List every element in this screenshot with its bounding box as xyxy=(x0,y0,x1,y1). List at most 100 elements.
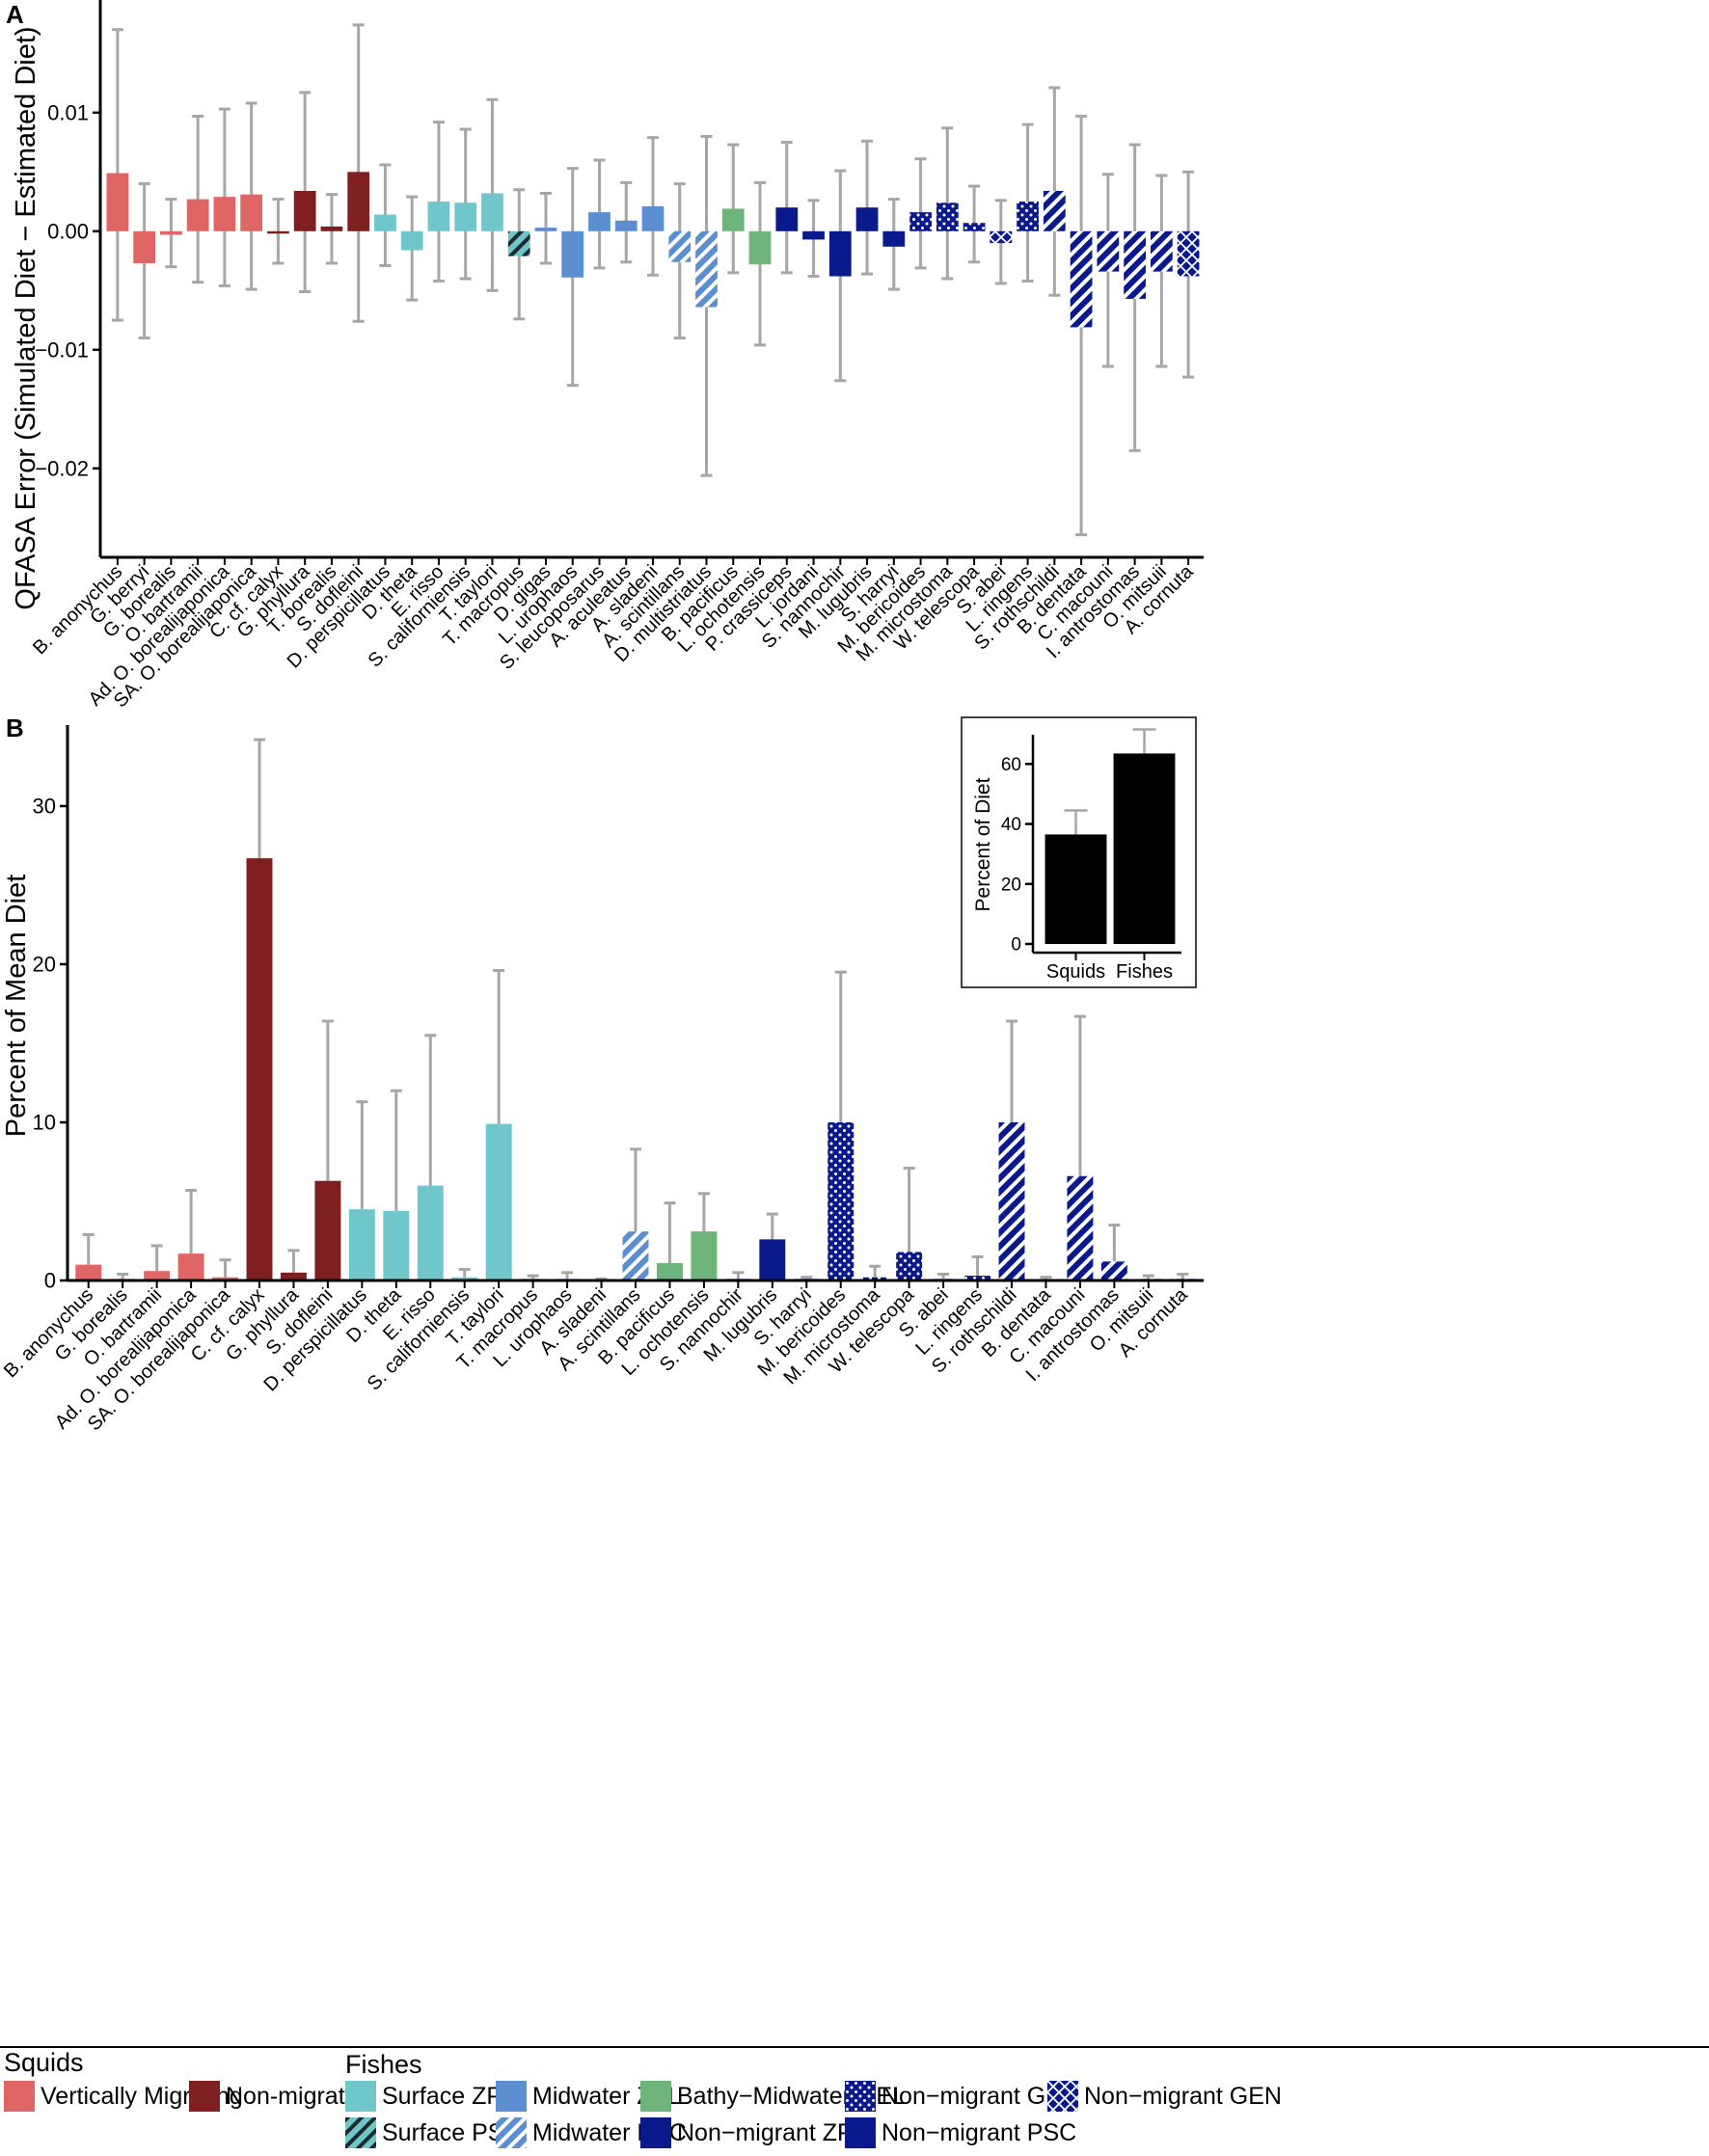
panel-a-bar-s-dofleini xyxy=(347,172,370,231)
panel-b-bar-s-dofleini xyxy=(314,1180,341,1280)
panel-a-bar-a-cornuta xyxy=(1177,230,1200,277)
panel-b-error-bar-d-theta xyxy=(390,1089,402,1211)
panel-b-bar-a-scintillans xyxy=(622,1231,649,1280)
panel-a-bar-g-borealis xyxy=(160,230,182,235)
panel-b-bar-l-ochotensis xyxy=(691,1231,718,1280)
panel-a-bar-g-phyllura xyxy=(293,190,316,231)
panel-b-error-bar-s-nannochir xyxy=(732,1271,745,1280)
panel-b-error-bar-g-borealis xyxy=(117,1272,129,1280)
panel-a-bar-g-berryi xyxy=(133,230,156,264)
panel-b-bar-d-theta xyxy=(383,1210,410,1280)
legend-swatch-surface-zpl xyxy=(345,2081,376,2112)
inset-error-bar-squids xyxy=(1064,809,1088,835)
panel-a-bar-m-microstoma xyxy=(936,202,959,231)
inset-x-tick-label: Squids xyxy=(1046,961,1105,983)
legend-swatch-midwater-zpl xyxy=(496,2081,527,2112)
panel-a-bar-d-theta xyxy=(400,230,423,251)
panel-b-bar-s-californiensis xyxy=(451,1277,478,1280)
panel-b-bar-i-antrostomas xyxy=(1100,1261,1127,1280)
panel-a-bar-d-gigas xyxy=(534,228,557,231)
panel-a-bar-m-lugubris xyxy=(855,207,879,231)
panel-a-bar-sa-o-borealijaponica xyxy=(240,194,263,231)
panel-a-bar-b-pacificus xyxy=(721,208,745,231)
legend-swatch-midwater-psc xyxy=(496,2117,527,2148)
panel-a-bar-s-harryi xyxy=(882,230,906,247)
panel-b-bar-m-microstoma xyxy=(861,1277,888,1280)
legend-label-non-migrant-gen: Non−migrant GEN xyxy=(1084,2082,1282,2110)
panel-b-bar-ad-o-borealijaponica xyxy=(177,1253,204,1280)
panel-a-bar-c-cf-calyx xyxy=(267,230,289,234)
panel-a-bar-l-ochotensis xyxy=(748,230,772,265)
panel-b-bar-w-telescopa xyxy=(896,1252,923,1280)
legend-swatch-non-migrating xyxy=(189,2081,220,2112)
panel-b-error-bar-s-californiensis xyxy=(458,1268,471,1278)
panel-b-error-bar-w-telescopa xyxy=(903,1167,915,1253)
panel-a-y-ticks: 0.01 0.00 −0.01 −0.02 xyxy=(35,101,100,480)
inset-y-tick-label: 60 xyxy=(1001,755,1021,775)
panel-b-error-bar-c-macouni xyxy=(1073,1014,1086,1176)
panel-b-y-axis-title: Percent of Mean Diet xyxy=(1,875,32,1137)
panel-a-bar-s-nannochir xyxy=(828,230,852,277)
panel-b-bar-b-pacificus xyxy=(656,1262,683,1280)
panel-b-error-bar-l-ringens xyxy=(971,1254,984,1277)
panel-a-error-bars xyxy=(111,23,1195,537)
legend-label-non-migrant-zpl: Non−migrant ZPL xyxy=(677,2118,867,2146)
panel-b-label: B xyxy=(6,714,24,742)
panel-b-error-bar-d-perspicillatus xyxy=(356,1100,368,1210)
inset-y-axis-title: Percent of Diet xyxy=(972,777,994,911)
panel-a-label: A xyxy=(6,0,24,29)
panel-a-bar-a-scintillans xyxy=(668,230,692,262)
panel-b-error-bar-e-risso xyxy=(424,1034,437,1186)
panel-a-bar-p-crassiceps xyxy=(775,207,799,231)
panel-b-error-bar-m-bericoides xyxy=(834,970,847,1122)
panel-b-bar-sa-o-borealijaponica xyxy=(212,1277,239,1280)
figure: A QFASA Error (Simulated Diet − Estimate… xyxy=(0,0,1204,1435)
panel-b-bar-m-bericoides xyxy=(827,1122,854,1280)
panel-b-y-tick-label: 30 xyxy=(33,795,56,819)
legend-item-non-migrant-gen: Non−migrant GEN xyxy=(1047,2081,1282,2112)
panel-a-bar-s-rothschildi xyxy=(1043,190,1066,231)
panel-a-error-bar-c-cf-calyx xyxy=(272,198,285,265)
panel-a-y-tick-label: 0.01 xyxy=(47,101,89,125)
panel-a-bar-t-borealis xyxy=(320,226,343,231)
inset-y-tick-label: 0 xyxy=(1011,935,1021,956)
panel-b-bar-b-anonychus xyxy=(75,1264,102,1280)
panel-a-y-tick-label: −0.02 xyxy=(35,456,89,480)
panel-b-y-tick-label: 20 xyxy=(33,953,56,977)
legend-item-non-migrant-psc: Non−migrant PSC xyxy=(845,2117,1076,2148)
inset-bar-squids xyxy=(1044,834,1107,944)
panel-a-bar-c-macouni xyxy=(1097,230,1120,272)
inset-y-ticks: 0 20 40 60 xyxy=(1001,755,1033,956)
panel-a-y-tick-label: −0.01 xyxy=(35,337,89,362)
panel-a-bar-s-californiensis xyxy=(454,202,477,231)
panel-b-error-bar-ad-o-borealijaponica xyxy=(185,1189,198,1254)
panel-a-bar-t-taylori xyxy=(481,193,503,231)
inset-error-bar-fishes xyxy=(1132,728,1156,754)
panel-b-bar-m-lugubris xyxy=(759,1239,786,1280)
panel-a-y-axis-title: QFASA Error (Simulated Diet − Estimated … xyxy=(11,26,41,609)
legend-label-non-migrant-gel: Non−migrant GEL xyxy=(882,2082,1075,2110)
legend-swatch-non-migrant-gen xyxy=(1047,2081,1078,2112)
inset-x-tick-labels: Squids Fishes xyxy=(1046,953,1173,983)
panel-b-error-bar-l-urophaos xyxy=(561,1271,574,1280)
panel-a-y-tick-label: 0.00 xyxy=(47,220,89,244)
panel-a-bar-d-perspicillatus xyxy=(374,214,396,231)
legend-fishes-title: Fishes xyxy=(345,2050,422,2079)
legend-item-non-migrant-gel: Non−migrant GEL xyxy=(845,2081,1075,2112)
panel-b-error-bar-s-rothschildi xyxy=(1006,1019,1017,1122)
panel-b-inset: Percent of Diet 0 20 40 60 Squids Fishes xyxy=(961,716,1197,988)
legend-swatch-surface-psc xyxy=(345,2117,376,2148)
legend-swatch-non-migrant-psc xyxy=(845,2117,876,2148)
panel-a-bar-a-sladeni xyxy=(641,205,665,231)
panel-b-y-ticks: 0 10 20 30 xyxy=(33,795,68,1293)
panel-b: B Percent of Mean Diet 0 10 20 30 B. anonyc… xyxy=(0,714,1204,1435)
panel-b-error-bar-m-lugubris xyxy=(766,1212,778,1240)
panel-b-error-bar-s-dofleini xyxy=(321,1019,334,1181)
panel-a-bar-l-jordani xyxy=(802,230,825,240)
panel-b-error-bar-s-harryi xyxy=(800,1276,813,1280)
panel-b-error-bar-t-macropus xyxy=(527,1274,539,1280)
panel-b-error-bar-o-mitsuii xyxy=(1142,1274,1154,1280)
inset-y-tick-label: 20 xyxy=(1001,875,1021,895)
panel-b-bar-l-ringens xyxy=(964,1276,991,1280)
